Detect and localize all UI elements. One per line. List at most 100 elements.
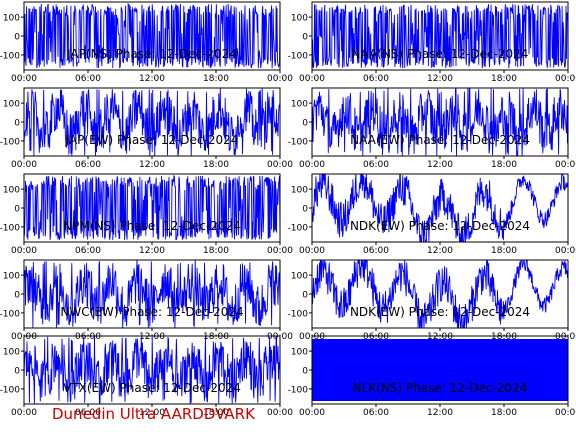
y-tick-label: -100 bbox=[0, 385, 20, 395]
y-tick-label: 100 bbox=[291, 348, 308, 358]
x-tick-label: 00:00 bbox=[299, 160, 325, 170]
x-tick-label: 00:00 bbox=[267, 160, 293, 170]
panel-title: NPM(NS) Phase: 12-Dec-2024 bbox=[63, 219, 241, 233]
panel-title: NLK(NS) Phase: 12-Dec-2024 bbox=[353, 381, 528, 395]
y-tick-label: -100 bbox=[288, 223, 309, 233]
x-tick-label: 00:00 bbox=[299, 74, 325, 84]
x-tick-label: 18:00 bbox=[203, 74, 229, 84]
y-tick-label: 0 bbox=[302, 33, 308, 43]
y-tick-label: 0 bbox=[302, 205, 308, 215]
y-tick-label: -100 bbox=[0, 137, 20, 147]
x-tick-label: 06:00 bbox=[75, 408, 101, 418]
y-tick-label: 100 bbox=[3, 100, 20, 110]
x-tick-label: 00:00 bbox=[11, 160, 37, 170]
y-tick-label: -100 bbox=[288, 385, 309, 395]
y-tick-label: 100 bbox=[291, 100, 308, 110]
x-tick-label: 06:00 bbox=[363, 74, 389, 84]
y-tick-label: -100 bbox=[0, 309, 20, 319]
x-tick-label: 06:00 bbox=[363, 160, 389, 170]
x-tick-label: 06:00 bbox=[75, 332, 101, 342]
footer-label: Dunedin Ultra AARDDVARK bbox=[52, 405, 255, 423]
x-tick-label: 06:00 bbox=[75, 246, 101, 256]
x-tick-label: 00:00 bbox=[11, 408, 37, 418]
y-tick-label: 0 bbox=[302, 119, 308, 129]
y-tick-label: -100 bbox=[288, 51, 309, 61]
x-tick-label: 00:00 bbox=[555, 332, 576, 342]
y-tick-label: 100 bbox=[3, 14, 20, 24]
x-tick-label: 18:00 bbox=[203, 408, 229, 418]
chart-panel-8: 1000-10000:0006:0012:0018:0000:00NDK(EW)… bbox=[288, 259, 576, 342]
panel-title: NDK(EW) Phase: 12-Dec-2024 bbox=[350, 305, 530, 319]
panel-title: NAA(NS) Phase: 12-Dec-2024 bbox=[352, 47, 529, 61]
x-tick-label: 18:00 bbox=[491, 160, 517, 170]
x-tick-label: 12:00 bbox=[139, 246, 165, 256]
y-tick-label: 100 bbox=[291, 14, 308, 24]
y-tick-label: -100 bbox=[0, 223, 20, 233]
x-tick-label: 00:00 bbox=[555, 246, 576, 256]
x-tick-label: 06:00 bbox=[363, 332, 389, 342]
panel-title: JAP(NS) Phase: 12-Dec-2024 bbox=[66, 47, 237, 61]
x-tick-label: 18:00 bbox=[491, 74, 517, 84]
x-tick-label: 00:00 bbox=[299, 408, 325, 418]
phase-trace bbox=[311, 173, 569, 243]
phase-trace bbox=[23, 174, 281, 241]
x-tick-label: 00:00 bbox=[267, 408, 293, 418]
phase-trace bbox=[312, 339, 568, 401]
phase-trace bbox=[23, 335, 281, 405]
x-tick-label: 12:00 bbox=[139, 74, 165, 84]
x-tick-label: 12:00 bbox=[427, 74, 453, 84]
x-tick-label: 12:00 bbox=[427, 160, 453, 170]
y-tick-label: 0 bbox=[14, 291, 20, 301]
chart-panel-9: 100 0 -100 00:00 06:00 12:00 18:00 00:00 VTX(EW)… bbox=[0, 335, 293, 418]
y-tick-label: 0 bbox=[302, 367, 308, 377]
y-tick-label: 100 bbox=[3, 186, 20, 196]
y-tick-label: 0 bbox=[14, 33, 20, 43]
panel-title: NAA(EW) Phase: 12-Dec-2024 bbox=[350, 133, 530, 147]
x-tick-label: 00:00 bbox=[11, 74, 37, 84]
y-tick-label: 0 bbox=[14, 205, 20, 215]
y-tick-label: 0 bbox=[14, 367, 20, 377]
x-tick-label: 18:00 bbox=[203, 332, 229, 342]
x-tick-label: 12:00 bbox=[139, 160, 165, 170]
x-tick-label: 00:00 bbox=[299, 246, 325, 256]
x-tick-label: 18:00 bbox=[491, 246, 517, 256]
phase-trace bbox=[23, 259, 281, 328]
y-tick-label: 0 bbox=[302, 291, 308, 301]
y-tick-label: -100 bbox=[0, 51, 20, 61]
panel-title: JAP(EW) Phase: 12-Dec-2024 bbox=[65, 133, 239, 147]
x-tick-label: 12:00 bbox=[139, 408, 165, 418]
x-tick-label: 00:00 bbox=[555, 74, 576, 84]
y-tick-label: -100 bbox=[288, 309, 309, 319]
y-tick-label: -100 bbox=[288, 137, 309, 147]
x-tick-label: 18:00 bbox=[203, 160, 229, 170]
phase-trace bbox=[311, 87, 569, 157]
x-tick-label: 18:00 bbox=[491, 332, 517, 342]
y-tick-label: 100 bbox=[3, 348, 20, 358]
x-tick-label: 06:00 bbox=[75, 74, 101, 84]
x-tick-label: 06:00 bbox=[363, 408, 389, 418]
chart-panel-2: 100 0 -100 00:00 06:00 12:00 18:00 00:00 NAA(NS)… bbox=[288, 1, 576, 84]
x-tick-label: 00:00 bbox=[267, 74, 293, 84]
x-tick-label: 06:00 bbox=[75, 160, 101, 170]
x-tick-label: 12:00 bbox=[427, 246, 453, 256]
chart-panel-4: 100 0 -100 00:00 06:00 12:00 18:00 00:00 NAA(EW)… bbox=[288, 87, 576, 170]
chart-panel-5: 100 0 -100 00:00 06:00 12:00 18:00 00:00 NPM(NS)… bbox=[0, 173, 293, 256]
chart-panel-6: 100 0 -100 00:00 06:00 12:00 18:00 00:00 NDK(EW)… bbox=[288, 173, 576, 256]
x-tick-label: 00:00 bbox=[555, 408, 576, 418]
chart-panel-3: 100 0 -100 00:00 06:00 12:00 18:00 00:00 JAP(EW)… bbox=[0, 87, 293, 170]
x-tick-label: 00:00 bbox=[11, 246, 37, 256]
y-tick-label: 100 bbox=[3, 272, 20, 282]
phase-trace bbox=[23, 2, 281, 69]
phase-trace bbox=[311, 4, 569, 69]
phase-trace bbox=[23, 88, 281, 157]
x-tick-label: 12:00 bbox=[427, 408, 453, 418]
panel-title: NWC(EW) Phase: 12-Dec-2024 bbox=[60, 305, 243, 319]
x-tick-label: 18:00 bbox=[491, 408, 517, 418]
x-tick-label: 06:00 bbox=[363, 246, 389, 256]
phase-trace bbox=[311, 259, 569, 329]
x-tick-label: 00:00 bbox=[267, 246, 293, 256]
x-tick-label: 18:00 bbox=[203, 246, 229, 256]
chart-panel-10: 100 0 -100 00:00 06:00 12:00 18:00 00:00 NLK(NS)… bbox=[288, 335, 576, 418]
